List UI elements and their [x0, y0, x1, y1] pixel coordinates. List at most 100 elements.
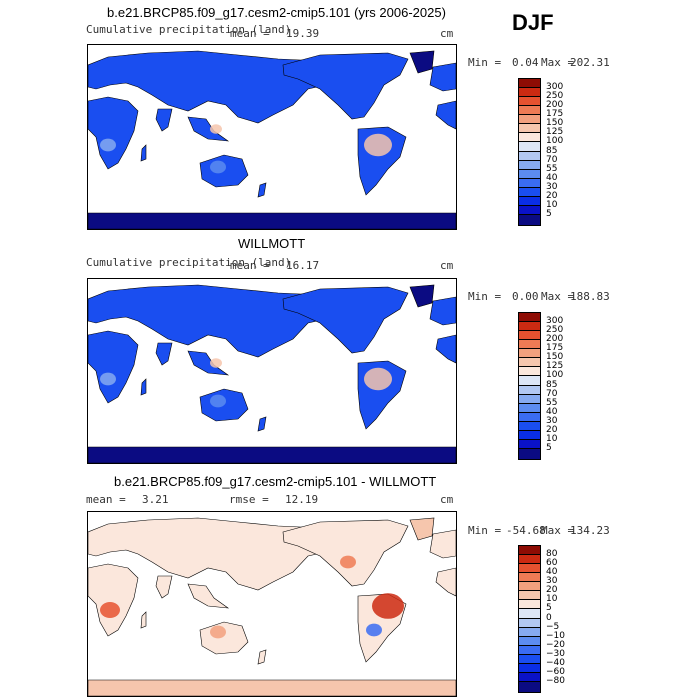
colorbar-tick-label: 70: [546, 388, 558, 399]
colorbar-tick-label: 20: [546, 424, 558, 435]
land-madagascar: [140, 378, 147, 396]
colorbar-tick-label: 200: [546, 334, 564, 345]
land-eurasia: [88, 50, 339, 124]
land-madagascar: [140, 611, 147, 629]
land-nz: [257, 649, 267, 665]
colorbar-tick-label: −30: [546, 648, 565, 659]
colorbar-cell: [518, 653, 541, 666]
colorbar-tick-label: 100: [546, 136, 564, 147]
colorbar-tick-label: 10: [546, 433, 558, 444]
land-india: [155, 575, 173, 599]
land-greenland: [409, 517, 435, 541]
land-australia: [199, 621, 249, 655]
colorbar-cell: [518, 87, 541, 99]
colorbar-tick-label: 175: [546, 109, 564, 120]
field-anomaly: [210, 625, 226, 639]
panel2-map: [87, 278, 457, 464]
colorbar-cell: [518, 420, 541, 433]
land-antarctica: [88, 212, 456, 229]
land-africa: [88, 563, 139, 637]
panel1-min-label: Min =: [468, 56, 502, 69]
colorbar-tick-label: 20: [546, 190, 558, 201]
colorbar-tick-label: 40: [546, 406, 558, 417]
colorbar-cell: [518, 195, 541, 208]
panel1-mean-label: mean =: [230, 27, 270, 40]
colorbar-tick-label: 55: [546, 397, 558, 408]
colorbar-cell: [518, 150, 541, 163]
panel3-colorbar: 80 60 40 30 20 10 5 0 −5 −10 −20 −30 −40 −60 −80: [518, 545, 579, 693]
land-europe-w: [429, 62, 456, 92]
colorbar-cell: [518, 339, 541, 351]
colorbar-tick-label: −60: [546, 666, 565, 677]
colorbar-cell: [518, 590, 541, 602]
colorbar-cell: [518, 635, 541, 648]
panel2-colorbar: 300 250 200 175 150 125 100 85 70 55 40 30 20 10 5: [518, 312, 579, 460]
colorbar-cell: [518, 402, 541, 415]
colorbar-tick-label: 55: [546, 163, 558, 174]
land-greenland: [409, 50, 435, 74]
field-anomaly: [372, 593, 404, 619]
colorbar-cell: [518, 312, 541, 324]
land-india: [155, 342, 173, 366]
colorbar-cell: [518, 204, 541, 217]
colorbar-cell: [518, 393, 541, 406]
colorbar-tick-label: 300: [546, 82, 564, 93]
field-anomaly: [100, 138, 116, 152]
land-namerica: [282, 519, 409, 587]
panel3-rmse-value: 12.19: [285, 493, 319, 506]
panel2-max-value: 188.83: [570, 290, 610, 303]
colorbar-tick-label: 150: [546, 352, 564, 363]
field-anomaly: [210, 358, 222, 368]
colorbar-tick-label: 125: [546, 127, 564, 138]
colorbar-tick-label: 300: [546, 316, 564, 327]
colorbar-cell: [518, 186, 541, 199]
colorbar-tick-label: 5: [546, 603, 552, 614]
field-anomaly: [100, 372, 116, 386]
colorbar-cell: [518, 608, 541, 620]
field-anomaly: [210, 124, 222, 134]
colorbar-cell: [518, 114, 541, 126]
colorbar-tick-label: 5: [546, 442, 552, 453]
land-eurasia: [88, 517, 339, 591]
colorbar-cell: [518, 411, 541, 424]
colorbar-cell: [518, 105, 541, 117]
colorbar-cell: [518, 384, 541, 397]
panel2-min-value: 0.00: [512, 290, 539, 303]
panel1-title: b.e21.BRCP85.f09_g17.cesm2-cmip5.101 (yr…: [107, 5, 446, 20]
colorbar-tick-label: 30: [546, 415, 558, 426]
colorbar-cell: [518, 626, 541, 639]
colorbar-tick-label: 10: [546, 594, 558, 605]
panel2-mean-label: mean =: [230, 259, 270, 272]
colorbar-tick-label: −10: [546, 630, 565, 641]
colorbar-tick-label: −80: [546, 675, 565, 686]
colorbar-tick-label: 175: [546, 343, 564, 354]
land-seasia: [187, 116, 230, 142]
colorbar-tick-label: 150: [546, 118, 564, 129]
panel3-mean-label: mean =: [86, 493, 126, 506]
panel2-min-label: Min =: [468, 290, 502, 303]
land-seasia: [187, 583, 230, 609]
panel2-map-svg: [88, 284, 456, 463]
colorbar-tick-label: 30: [546, 576, 558, 587]
land-india: [155, 108, 173, 132]
colorbar-tick-label: 5: [546, 208, 552, 219]
panel1-map-svg: [88, 50, 456, 229]
land-eurasia: [88, 284, 339, 358]
colorbar-cell: [518, 159, 541, 172]
colorbar-tick-label: 80: [546, 549, 558, 560]
field-anomaly: [210, 394, 226, 408]
panel2-max-label: Max =: [541, 290, 575, 303]
panel1-max-label: Max =: [541, 56, 575, 69]
colorbar-cell: [518, 357, 541, 369]
colorbar-tick-label: 40: [546, 172, 558, 183]
colorbar-tick-label: 30: [546, 181, 558, 192]
panel1-colorbar: 300 250 200 175 150 125 100 85 70 55 40 30 20 10 5: [518, 78, 579, 226]
colorbar-cell: [518, 366, 541, 378]
land-greenland: [409, 284, 435, 308]
season-label: DJF: [512, 10, 554, 35]
colorbar-tick-label: −20: [546, 639, 565, 650]
land-nz: [257, 416, 267, 432]
colorbar-cell: [518, 375, 541, 387]
panel3-min-label: Min =: [468, 524, 502, 537]
panel1-units: cm: [440, 27, 454, 40]
